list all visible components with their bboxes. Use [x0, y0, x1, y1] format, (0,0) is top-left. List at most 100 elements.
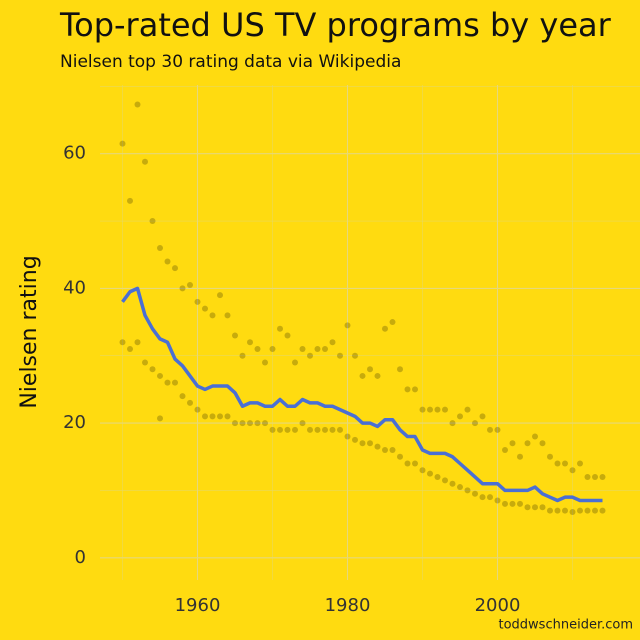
point [299, 346, 306, 352]
point [539, 504, 546, 511]
point [374, 443, 381, 450]
point [434, 473, 441, 480]
point [337, 426, 343, 433]
point [419, 467, 426, 474]
trend-line [121, 286, 603, 503]
point [254, 420, 261, 427]
point [517, 453, 523, 460]
point [434, 406, 441, 413]
point [292, 359, 298, 366]
point [269, 346, 276, 352]
point [149, 366, 156, 373]
point [119, 140, 126, 147]
point [457, 413, 463, 420]
point [142, 158, 148, 165]
point [314, 426, 321, 433]
point [299, 420, 306, 427]
point [472, 490, 478, 497]
point [494, 497, 501, 504]
point [202, 305, 208, 312]
point [172, 265, 178, 272]
point [449, 420, 456, 427]
point [584, 507, 591, 514]
point [239, 352, 246, 359]
point [404, 460, 411, 467]
point [412, 386, 418, 393]
point [187, 282, 193, 289]
point [577, 507, 583, 514]
point [284, 426, 291, 433]
point [389, 319, 396, 326]
point [262, 420, 268, 427]
point [367, 440, 373, 447]
point [209, 312, 216, 319]
point [382, 325, 388, 332]
point [562, 460, 568, 467]
y-tick-label: 40 [63, 277, 86, 298]
y-tick-label: 20 [63, 412, 86, 433]
y-tick-label: 60 [63, 143, 86, 164]
point [187, 399, 193, 406]
point [599, 507, 606, 514]
point [202, 413, 208, 420]
marks [119, 101, 606, 515]
point [292, 426, 298, 433]
x-tick-label: 1960 [175, 595, 221, 616]
point [164, 258, 171, 265]
point [554, 460, 561, 467]
point [277, 325, 283, 332]
point [239, 420, 246, 427]
point [194, 406, 201, 413]
point [464, 487, 471, 494]
point [502, 500, 508, 507]
point [404, 386, 411, 393]
point [329, 339, 336, 346]
point [344, 322, 351, 329]
point [217, 292, 223, 299]
point [119, 339, 126, 346]
point [479, 494, 486, 501]
point [142, 359, 148, 366]
point [322, 346, 328, 352]
point [134, 339, 141, 346]
point [457, 484, 463, 491]
point [247, 420, 253, 427]
point [157, 244, 163, 251]
point [307, 352, 313, 359]
point [359, 372, 366, 379]
point [157, 415, 163, 422]
point [539, 440, 546, 447]
point [524, 440, 531, 447]
point [479, 413, 486, 420]
point [164, 379, 171, 386]
point [592, 473, 598, 480]
point [232, 332, 238, 339]
point [367, 366, 373, 373]
caption: toddwschneider.com [499, 618, 634, 633]
point [307, 426, 313, 433]
point [262, 359, 268, 366]
point [569, 467, 576, 474]
x-tick-label: 1980 [325, 595, 371, 616]
point [509, 440, 516, 447]
point [599, 473, 606, 480]
point [314, 346, 321, 352]
point [427, 470, 433, 477]
point [217, 413, 223, 420]
point [232, 420, 238, 427]
chart-title: Top-rated US TV programs by year [59, 6, 612, 44]
point [577, 460, 583, 467]
point [352, 352, 358, 359]
point [464, 406, 471, 413]
point [442, 477, 448, 484]
point [532, 433, 538, 440]
point [344, 433, 351, 440]
point [329, 426, 336, 433]
point [524, 504, 531, 511]
point [397, 453, 403, 460]
point [389, 447, 396, 454]
point [284, 332, 291, 339]
point [419, 406, 426, 413]
